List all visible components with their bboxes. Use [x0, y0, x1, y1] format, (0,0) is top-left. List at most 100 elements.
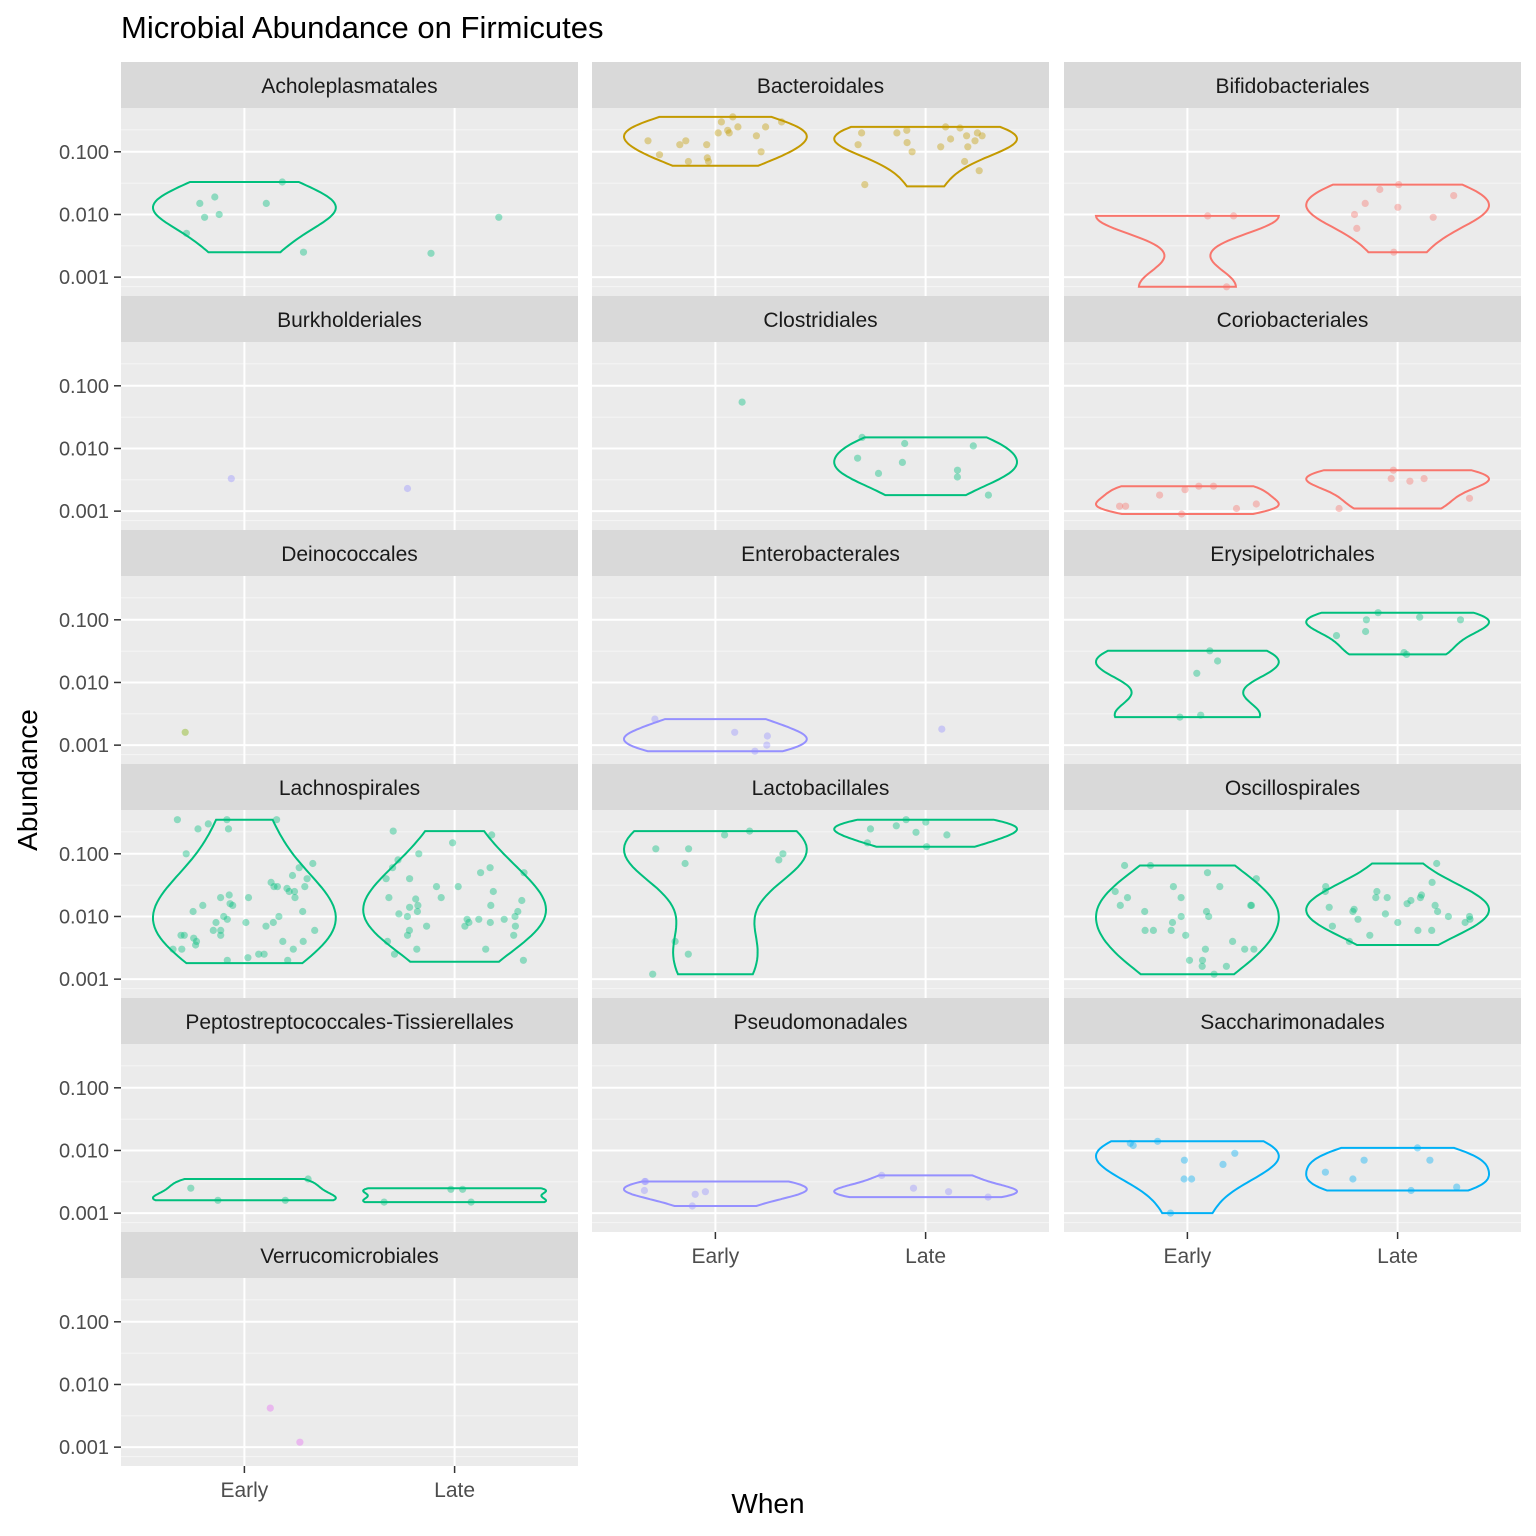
violin-early — [152, 1178, 337, 1202]
data-point — [1202, 907, 1211, 916]
data-point — [1230, 212, 1238, 220]
data-point — [671, 937, 679, 946]
data-point — [486, 864, 494, 872]
data-point — [1169, 883, 1177, 891]
y-tick-label: 0.100 — [59, 376, 109, 398]
data-point — [984, 1193, 992, 1201]
data-point — [729, 113, 737, 121]
data-point — [1394, 918, 1402, 927]
data-point — [220, 912, 228, 921]
facet-coriobacteriales: Coriobacteriales — [1064, 296, 1521, 530]
data-point — [475, 915, 483, 923]
x-tick-label: Early — [220, 1479, 268, 1502]
data-point — [273, 816, 281, 824]
data-point — [226, 900, 234, 908]
chart-title: Microbial Abundance on Firmicutes — [121, 10, 604, 45]
data-point — [189, 907, 197, 916]
facet-strip — [121, 998, 578, 1044]
facet-saccharimonadales: Saccharimonadales Early Late — [1064, 998, 1521, 1268]
data-point — [703, 141, 711, 149]
data-point — [311, 926, 319, 935]
data-point — [978, 132, 986, 140]
data-point — [1178, 510, 1186, 518]
data-point — [459, 1185, 467, 1193]
data-point — [1141, 907, 1149, 916]
data-point — [757, 148, 765, 156]
data-point — [971, 137, 979, 145]
data-point — [738, 398, 746, 406]
facet-verrucomicrobiales: Verrucomicrobiales 0.001 0.010 0.100 Early La… — [59, 1232, 578, 1502]
panel-background — [121, 810, 578, 998]
data-point — [1362, 627, 1370, 636]
data-point — [942, 123, 950, 131]
data-point — [1185, 956, 1194, 964]
data-point — [395, 910, 403, 918]
violin-early — [623, 1180, 808, 1207]
data-point — [229, 901, 237, 910]
data-point — [405, 926, 413, 935]
x-tick-label: Late — [1377, 1245, 1418, 1268]
data-point — [1252, 500, 1260, 508]
data-point — [724, 126, 732, 134]
data-point — [291, 894, 299, 902]
facet-strip — [1064, 296, 1521, 342]
facet-strip — [1064, 530, 1521, 576]
data-point — [223, 816, 231, 824]
data-point — [1444, 912, 1452, 921]
data-point — [281, 1196, 289, 1204]
violin-late — [362, 830, 548, 963]
data-point — [262, 922, 270, 930]
data-point — [1223, 283, 1231, 291]
data-point — [704, 157, 713, 166]
data-point — [467, 1198, 475, 1206]
data-point — [644, 137, 652, 145]
data-point — [217, 926, 225, 935]
facet-strip — [1064, 998, 1521, 1044]
data-point — [215, 210, 223, 219]
data-point — [947, 135, 955, 143]
y-tick-label: 0.010 — [59, 672, 109, 694]
data-point — [413, 907, 421, 916]
facet-strip — [592, 62, 1049, 108]
facet-strip-label: Lachnospirales — [279, 777, 420, 800]
data-point — [721, 831, 729, 839]
facet-strip-label: Deinococcales — [281, 543, 418, 566]
data-point — [1247, 901, 1256, 910]
data-point — [415, 850, 423, 858]
x-tick-label: Late — [434, 1479, 475, 1502]
facet-strip-label: Coriobacteriales — [1217, 309, 1369, 332]
data-point — [1177, 912, 1185, 921]
facet-strip — [121, 530, 578, 576]
data-point — [1116, 502, 1124, 510]
violin-early — [622, 830, 808, 976]
data-point — [295, 864, 303, 872]
y-tick-label: 0.001 — [59, 267, 109, 289]
panel-background — [121, 342, 578, 530]
data-point — [1332, 632, 1341, 640]
facet-strip-label: Clostridiales — [763, 309, 877, 332]
data-point — [303, 875, 311, 883]
data-point — [227, 475, 235, 483]
data-point — [1350, 905, 1358, 913]
data-point — [1177, 894, 1185, 902]
data-point — [477, 869, 485, 877]
data-point — [1349, 907, 1357, 916]
data-point — [703, 154, 711, 162]
facet-strip — [1064, 62, 1521, 108]
data-point — [763, 732, 772, 740]
data-point — [1322, 883, 1330, 891]
data-point — [1116, 901, 1124, 910]
data-point — [1373, 887, 1381, 896]
data-point — [1166, 1209, 1175, 1217]
data-point — [1154, 1137, 1162, 1145]
data-point — [177, 931, 185, 939]
data-point — [903, 126, 911, 134]
data-point — [1205, 912, 1213, 921]
data-point — [961, 157, 969, 166]
data-point — [273, 883, 281, 891]
data-point — [288, 871, 297, 880]
data-point — [1400, 649, 1408, 657]
data-point — [486, 918, 494, 927]
violin-early — [152, 181, 337, 254]
data-point — [242, 918, 250, 927]
